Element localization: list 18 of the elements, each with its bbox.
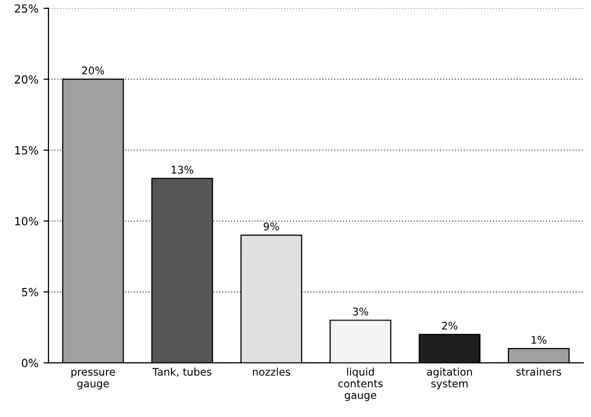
y-tick-label: 15%	[15, 146, 38, 154]
y-tick-label: 25%	[14, 4, 38, 13]
x-tick-label: agitation system	[427, 368, 472, 390]
x-tick-label: Tank, tubes	[152, 368, 212, 377]
data-label: 2%	[442, 322, 458, 330]
y-tick-label: 10%	[15, 216, 38, 226]
x-tick-label: pressure gauge	[71, 370, 115, 390]
data-label: 1%	[532, 336, 546, 344]
data-label: 3%	[352, 308, 368, 316]
y-tick-label: 0%	[22, 358, 38, 368]
data-label: 20%	[82, 66, 104, 74]
x-tick-label: liquid contents gauge	[338, 368, 383, 402]
y-tick-label: 5%	[22, 288, 38, 296]
y-tick-label: 20%	[14, 75, 38, 84]
data-label: 13%	[172, 166, 194, 174]
x-tick-label: strainers	[516, 368, 562, 376]
x-tick-label: nozzles	[252, 368, 290, 376]
data-label: 9%	[264, 222, 280, 230]
